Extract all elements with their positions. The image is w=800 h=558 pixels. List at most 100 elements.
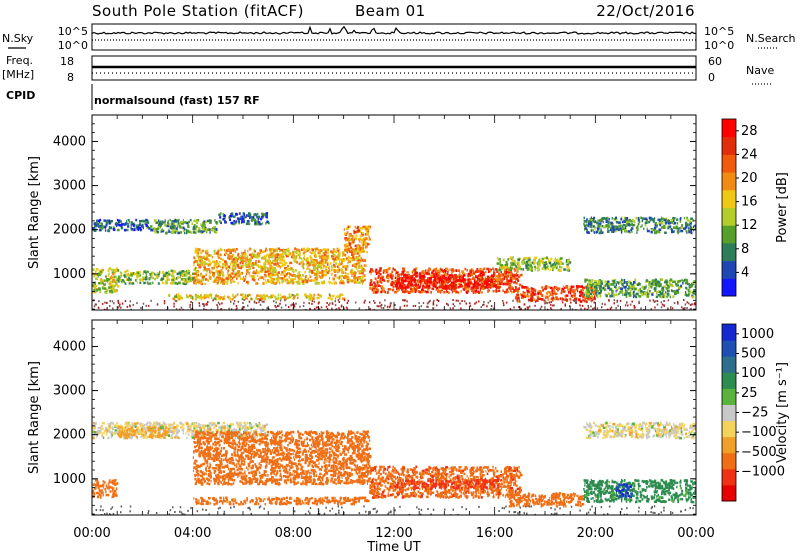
echo-cell	[612, 217, 613, 220]
echo-cell	[572, 289, 575, 292]
echo-cell	[558, 269, 560, 272]
echo-cell	[323, 276, 324, 279]
echo-cell	[132, 228, 133, 231]
echo-cell	[433, 302, 435, 304]
y-tick-label: 2000	[53, 223, 86, 238]
echo-cell	[199, 281, 201, 284]
echo-cell	[597, 228, 600, 231]
echo-cell	[293, 295, 295, 298]
echo-cell	[381, 276, 384, 279]
echo-cell	[394, 304, 396, 306]
echo-cell	[186, 229, 187, 232]
echo-cell	[390, 275, 391, 278]
echo-cell	[135, 219, 137, 222]
echo-cell	[314, 279, 317, 282]
noise-tick-right-top: 10^5	[704, 25, 734, 38]
echo-cell	[516, 294, 519, 297]
echo-cell	[205, 221, 207, 224]
echo-cell	[529, 261, 531, 264]
echo-cell	[602, 303, 604, 305]
echo-cell	[661, 279, 664, 282]
echo-cell	[512, 263, 515, 266]
echo-cell	[223, 213, 224, 216]
echo-cell	[550, 307, 552, 309]
echo-cell	[255, 262, 257, 265]
echo-cell	[257, 256, 259, 259]
echo-cell	[375, 270, 377, 273]
echo-cell	[237, 258, 240, 261]
echo-cell	[200, 223, 202, 226]
echo-cell	[242, 296, 244, 299]
echo-cell	[235, 248, 236, 251]
echo-cell	[402, 299, 404, 301]
echo-cell	[323, 248, 326, 251]
echo-cell	[431, 283, 433, 286]
echo-cell	[537, 269, 538, 272]
echo-cell	[488, 289, 490, 292]
echo-cell	[329, 303, 331, 305]
echo-cell	[152, 282, 153, 285]
echo-cell	[624, 293, 626, 296]
echo-cell	[283, 296, 284, 299]
echo-cell	[663, 300, 665, 302]
echo-cell	[173, 303, 175, 305]
echo-cell	[117, 307, 119, 309]
echo-cell	[272, 267, 274, 270]
echo-cell	[181, 307, 183, 309]
echo-cell	[548, 268, 550, 271]
echo-cell	[400, 306, 402, 308]
echo-cell	[242, 262, 244, 265]
echo-cell	[199, 305, 201, 307]
echo-cell	[105, 291, 108, 294]
echo-cell	[180, 296, 182, 299]
echo-cell	[118, 224, 120, 227]
echo-cell	[655, 224, 656, 227]
echo-cell	[672, 229, 673, 232]
echo-cell	[618, 293, 620, 296]
echo-cell	[113, 228, 115, 231]
echo-cell	[482, 278, 484, 281]
echo-cell	[339, 301, 341, 303]
echo-cell	[233, 258, 235, 261]
echo-cell	[644, 218, 647, 221]
echo-cell	[98, 275, 99, 278]
echo-cell	[349, 279, 351, 282]
echo-cell	[128, 223, 129, 226]
echo-cell	[255, 282, 258, 285]
echo-cell	[233, 303, 235, 305]
echo-cell	[504, 266, 507, 269]
echo-cell	[403, 290, 406, 293]
echo-cell	[594, 286, 597, 289]
echo-cell	[317, 261, 319, 264]
echo-cell	[284, 299, 286, 301]
echo-cell	[349, 242, 351, 245]
echo-cell	[638, 217, 640, 220]
echo-cell	[234, 248, 235, 251]
echo-cell	[651, 219, 653, 222]
echo-cell	[219, 296, 222, 299]
echo-cell	[530, 294, 531, 297]
echo-cell	[265, 250, 267, 253]
echo-cell	[275, 302, 277, 304]
echo-cell	[469, 271, 472, 274]
echo-cell	[594, 298, 596, 301]
echo-cell	[364, 227, 365, 230]
echo-cell	[554, 298, 556, 301]
echo-cell	[491, 285, 493, 288]
echo-cell	[504, 276, 505, 279]
echo-cell	[537, 267, 539, 270]
echo-cell	[238, 220, 240, 223]
power-echo-region	[218, 212, 269, 225]
echo-cell	[384, 269, 386, 272]
echo-cell	[330, 298, 333, 301]
echo-cell	[377, 283, 378, 286]
echo-cell	[124, 223, 127, 226]
echo-cell	[340, 263, 343, 266]
echo-cell	[558, 263, 559, 266]
echo-cell	[108, 286, 110, 289]
echo-cell	[466, 284, 468, 287]
echo-cell	[627, 305, 629, 307]
echo-cell	[216, 266, 218, 269]
echo-cell	[309, 269, 310, 272]
echo-cell	[458, 291, 460, 294]
